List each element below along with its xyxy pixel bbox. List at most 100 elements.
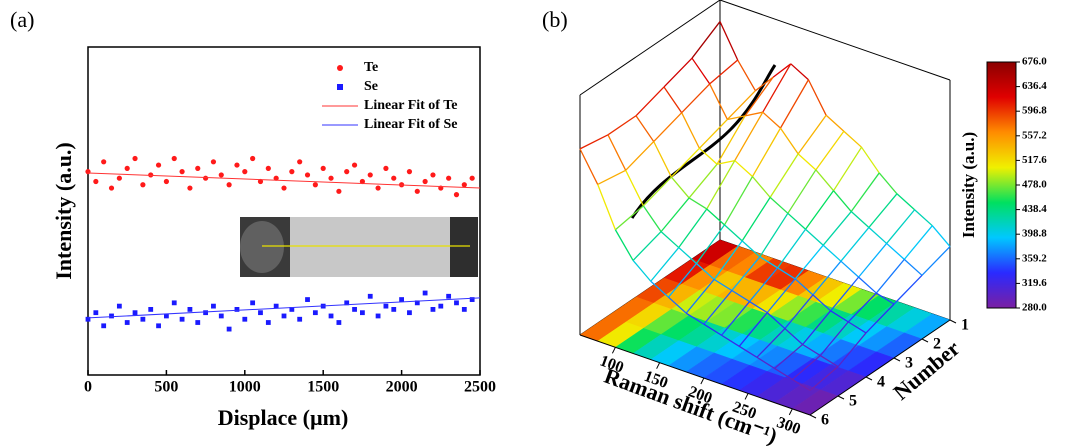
surface-line (738, 312, 768, 347)
surface-line (914, 209, 933, 227)
x-tick-label: 0 (84, 379, 92, 396)
point (383, 303, 389, 309)
surface-line (766, 312, 786, 330)
surface-line (893, 274, 923, 305)
surface-line (670, 147, 700, 178)
surface-line (597, 169, 626, 185)
surface-line (703, 323, 722, 336)
surface-line (815, 169, 835, 192)
point (383, 165, 389, 171)
surface-line (713, 278, 733, 292)
point (234, 162, 240, 168)
surface-line (762, 111, 781, 129)
surface-line (597, 184, 616, 230)
surface-line (650, 247, 680, 282)
point (273, 303, 279, 309)
point (461, 182, 467, 188)
surface-line (724, 224, 743, 242)
surface-line (759, 212, 789, 258)
point (336, 320, 342, 325)
point (250, 155, 256, 162)
fit-line (87, 172, 481, 189)
legend-label: Te (364, 60, 378, 75)
legend-label: Se (364, 79, 378, 94)
panel-label: (a) (10, 7, 34, 32)
surface-line (819, 321, 849, 356)
surface-line (642, 205, 662, 232)
surface-line (812, 260, 842, 296)
point (132, 155, 138, 162)
surface-line (749, 301, 768, 314)
surface-line (903, 258, 923, 276)
surface-line (759, 256, 778, 269)
colorbar-tick-label: 438.4 (1022, 203, 1047, 215)
colorbar-tick-label: 398.8 (1022, 228, 1047, 240)
point (155, 162, 162, 168)
surface-line (772, 63, 792, 78)
point (258, 310, 263, 316)
surface-line (762, 63, 792, 113)
x-tick-label: 1000 (229, 379, 261, 396)
surface-line (751, 127, 782, 177)
surface-line (688, 163, 718, 199)
box-edge (579, 334, 811, 416)
surface-line (744, 76, 774, 117)
point (171, 155, 177, 162)
tick-mark (893, 357, 901, 362)
point (124, 320, 130, 325)
surface-line (685, 312, 705, 325)
tick-mark (809, 414, 817, 419)
point (242, 169, 248, 175)
x-tick-label: 2000 (386, 379, 418, 396)
surface-line (833, 190, 852, 212)
surface-line (744, 111, 763, 117)
surface-line (794, 244, 824, 280)
point (312, 182, 318, 188)
legend-swatch (337, 65, 343, 71)
surface-line (784, 328, 804, 345)
box-edge (809, 319, 951, 416)
point (344, 300, 350, 306)
surface-line (731, 289, 750, 303)
x-tick-label: 2500 (464, 379, 496, 396)
surface-line (695, 224, 725, 264)
surface-line (774, 367, 793, 381)
y-tick-label: 1 (961, 317, 969, 334)
point (375, 313, 381, 319)
surface-line (660, 197, 690, 233)
surface-line (698, 119, 728, 149)
point (85, 316, 91, 322)
surface-line (794, 278, 814, 296)
point (360, 310, 365, 316)
point (422, 290, 428, 296)
surface-line (802, 343, 821, 357)
surface-line (797, 153, 817, 171)
surface-line (614, 229, 634, 261)
surface-line (774, 344, 804, 369)
surface-line (635, 115, 655, 142)
surface-line (787, 169, 817, 214)
surface-line (678, 247, 697, 264)
x-tick-label: 1500 (307, 379, 339, 396)
surface-line (632, 231, 662, 261)
surface-line (791, 378, 811, 392)
surface-line (716, 115, 746, 165)
point (375, 185, 381, 191)
surface-line (805, 190, 835, 230)
surface-line (840, 227, 870, 262)
point (312, 310, 318, 316)
tick-mark (949, 319, 957, 324)
surface-line (734, 160, 753, 178)
surface-line (667, 263, 697, 298)
point (289, 307, 295, 312)
surface-line (719, 21, 739, 61)
point (367, 172, 373, 178)
legend-label: Linear Fit of Se (364, 117, 457, 132)
point (461, 307, 467, 312)
surface-line (843, 130, 862, 148)
panel-label: (b) (542, 7, 568, 32)
point (328, 175, 334, 181)
surface-line (875, 258, 905, 294)
point (453, 192, 460, 198)
